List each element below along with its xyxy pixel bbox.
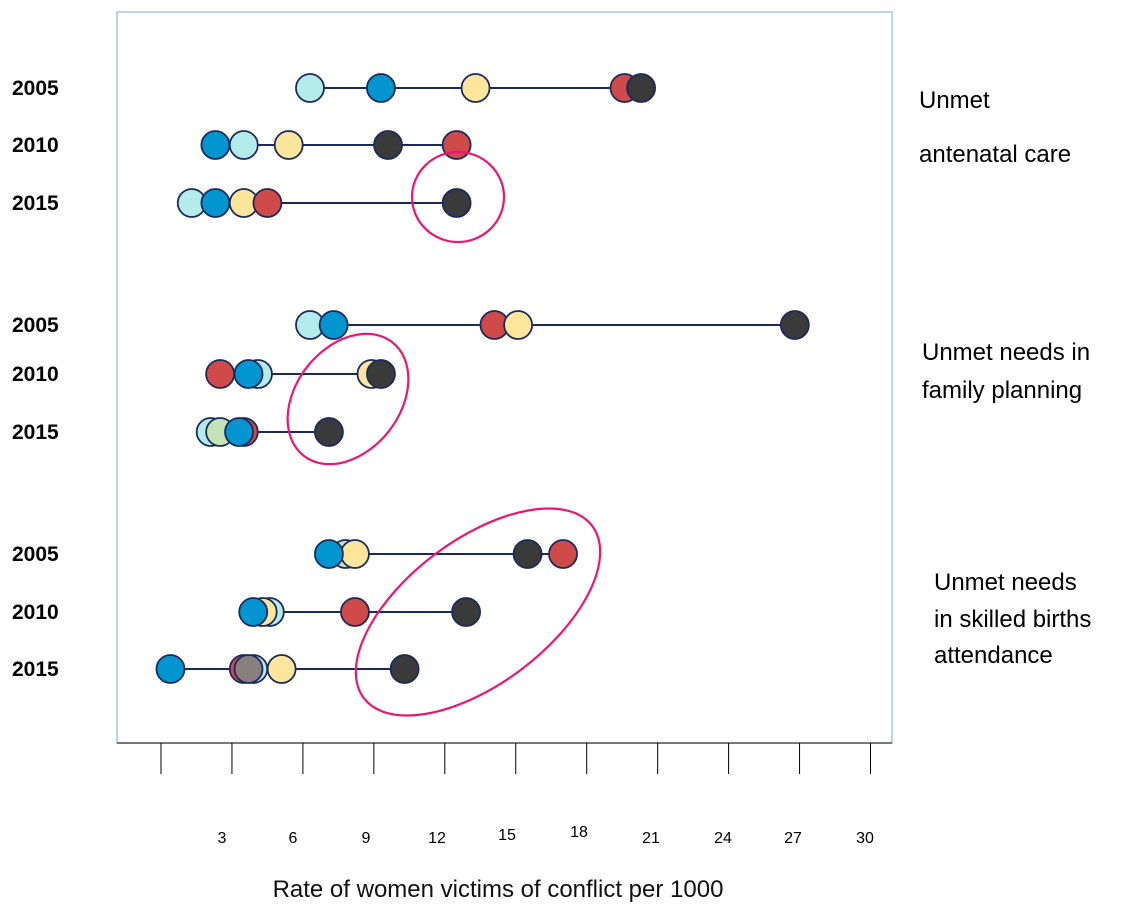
labels-layer: Unmet antenatal care 2005 2010 2015 Unmet nee… — [12, 77, 1091, 681]
group-label-line: in skilled births — [934, 606, 1091, 633]
dot-blue — [366, 73, 396, 103]
x-axis-title: Rate of women victims of conflict per 10… — [273, 876, 724, 903]
highlight-circle-skilled-births — [354, 507, 602, 717]
dot-red — [441, 130, 472, 160]
group-label-line: attendance — [934, 642, 1053, 669]
dot-dark — [373, 130, 403, 160]
dot-blue — [200, 130, 231, 160]
dot-red — [548, 539, 578, 569]
dot-light-teal — [295, 73, 325, 103]
x-tick-label: 30 — [856, 830, 874, 847]
year-label: 2005 — [12, 543, 59, 566]
highlight-circle-antenatal — [410, 150, 506, 244]
group-label: Unmet needs in skilled births attendance — [934, 569, 1091, 669]
dot-dark — [779, 310, 810, 340]
dot-row — [200, 130, 472, 160]
dot-yellow — [503, 310, 534, 340]
dot-row — [195, 417, 344, 447]
dot-row — [238, 597, 481, 627]
year-label: 2015 — [12, 192, 59, 215]
year-label: 2010 — [12, 134, 59, 157]
year-label: 2015 — [12, 421, 59, 444]
dot-row — [155, 654, 420, 684]
x-tick-label: 27 — [784, 830, 802, 847]
group-label-line: family planning — [922, 377, 1082, 404]
dot-red — [205, 359, 236, 389]
x-tick-label: 12 — [428, 830, 446, 847]
x-tick-label: 18 — [570, 824, 588, 841]
dot-row — [205, 359, 396, 389]
dot-row — [314, 539, 578, 569]
group-label: Unmet needs in family planning — [922, 339, 1090, 404]
dot-light-teal — [228, 130, 259, 160]
x-tick-label: 24 — [714, 830, 732, 847]
highlight-circles — [286, 150, 602, 717]
dot-dark — [366, 359, 396, 389]
dot-dark — [441, 188, 472, 218]
highlight-circle-family-planning — [286, 332, 410, 466]
x-tick-label: 6 — [289, 830, 298, 847]
year-label: 2005 — [12, 314, 59, 337]
dot-yellow — [273, 130, 304, 160]
x-tick-label: 21 — [642, 830, 660, 847]
dot-grey — [233, 654, 264, 684]
dot-red — [252, 188, 283, 218]
dot-blue — [238, 597, 269, 627]
dot-dark — [389, 654, 420, 684]
dot-yellow — [266, 654, 297, 684]
group-label-line: Unmet needs — [934, 569, 1077, 596]
x-tick-label: 15 — [498, 827, 516, 844]
year-label: 2010 — [12, 601, 59, 624]
group-label-line: Unmet needs in — [922, 339, 1090, 366]
x-tick-label: 3 — [218, 830, 227, 847]
dot-red — [340, 597, 370, 627]
dot-yellow — [460, 73, 491, 103]
dot-blue — [200, 188, 231, 218]
dot-blue — [314, 539, 344, 569]
x-tick-label: 9 — [362, 830, 371, 847]
dot-row — [176, 188, 472, 218]
dot-row — [295, 310, 810, 340]
group-label: Unmet antenatal care — [919, 87, 1071, 168]
dot-row — [295, 73, 656, 103]
dot-blue — [233, 359, 264, 389]
x-axis: 3 6 9 12 15 18 21 24 27 30 Rate of women victims o… — [117, 742, 892, 903]
dot-dark — [512, 539, 543, 569]
dot-blue — [224, 417, 254, 447]
rows-layer — [155, 73, 810, 684]
dot-dark — [451, 597, 481, 627]
year-label: 2015 — [12, 658, 59, 681]
group-label-line: Unmet — [919, 87, 990, 114]
dot-blue — [318, 310, 349, 340]
dot-dark — [314, 417, 344, 447]
group-label-line: antenatal care — [919, 141, 1071, 168]
dot-blue — [155, 654, 186, 684]
year-label: 2010 — [12, 363, 59, 386]
dot-dark — [626, 73, 656, 103]
dot-yellow — [340, 539, 370, 569]
year-label: 2005 — [12, 77, 59, 100]
